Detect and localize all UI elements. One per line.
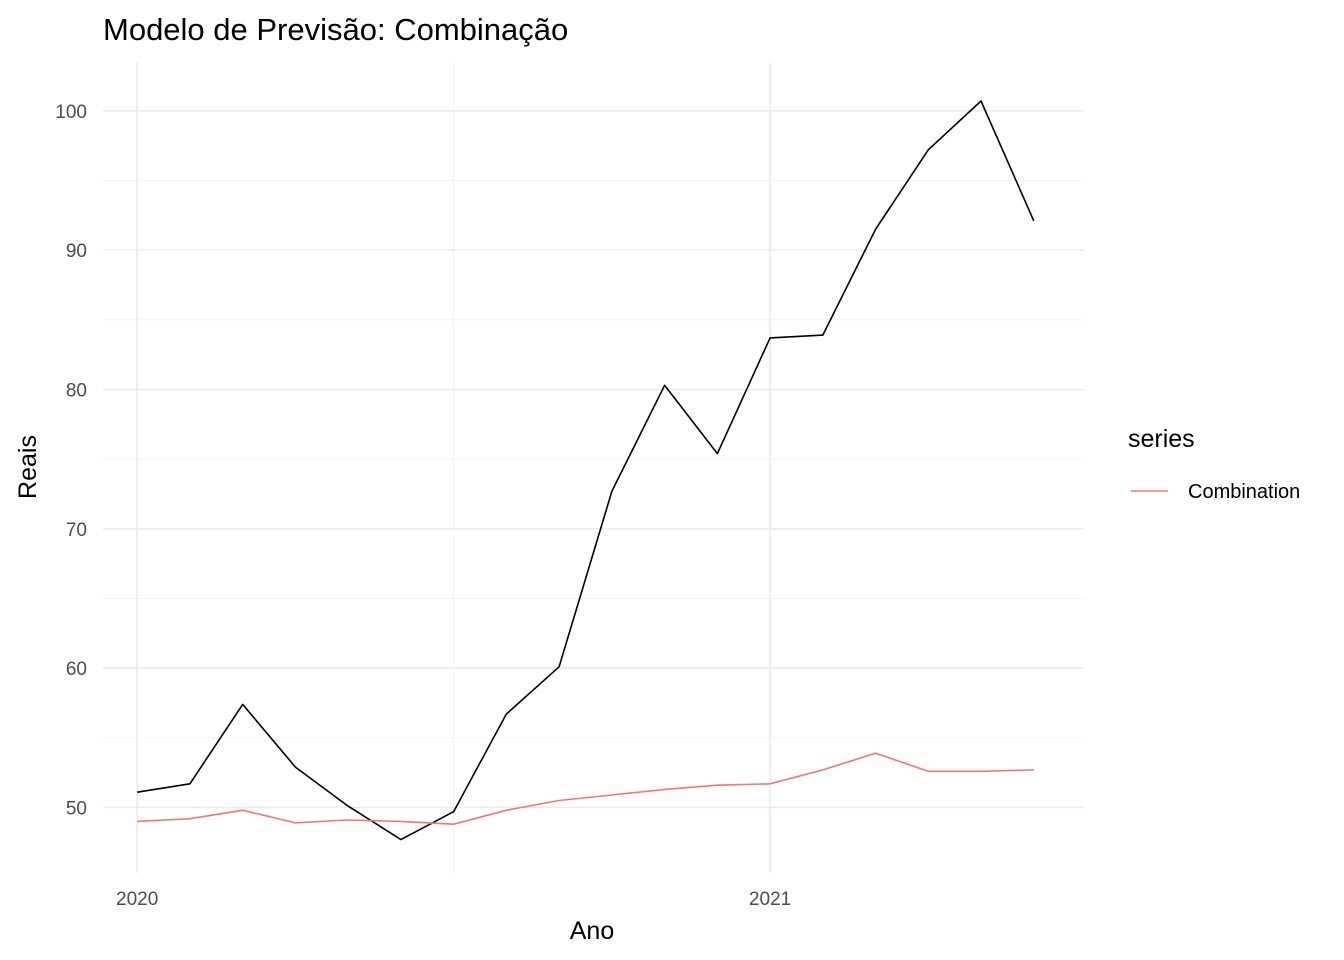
x-axis-ticks: 2020 2021 (116, 889, 791, 910)
y-tick-label: 80 (66, 380, 87, 401)
x-axis-title: Ano (570, 917, 614, 945)
series-line-observed (137, 100, 1035, 841)
x-tick-label: 2021 (749, 889, 791, 910)
legend-label: Combination (1188, 481, 1300, 503)
y-axis-ticks: 50 60 70 80 90 100 (55, 102, 87, 820)
y-axis-title: Reais (14, 435, 42, 499)
series-layer (137, 100, 1035, 841)
series-line-combination (137, 752, 1034, 826)
x-tick-label: 2020 (116, 889, 158, 910)
y-tick-label: 70 (66, 520, 87, 541)
grid (103, 62, 1084, 873)
y-tick-label: 50 (66, 799, 87, 820)
y-tick-label: 90 (66, 241, 87, 262)
chart-title: Modelo de Previsão: Combinação (103, 12, 568, 47)
y-tick-label: 100 (55, 102, 87, 123)
legend-title: series (1128, 425, 1195, 453)
y-tick-label: 60 (66, 659, 87, 680)
legend: series Combination (1128, 425, 1300, 503)
